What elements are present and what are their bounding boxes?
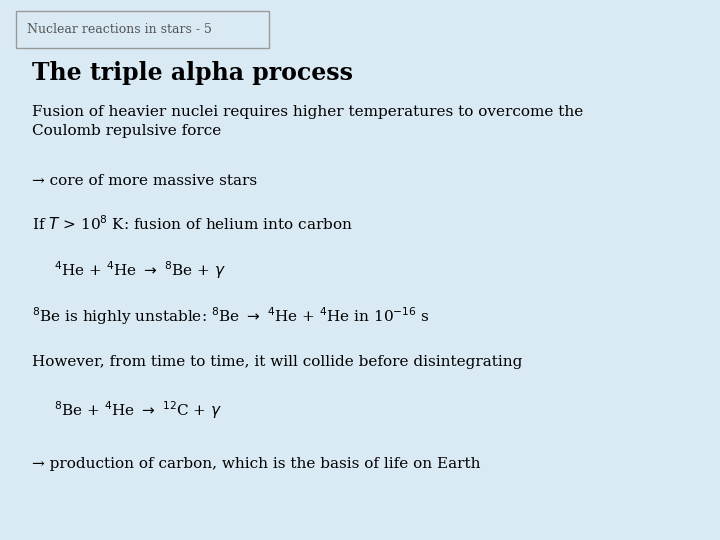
Text: $^{4}$He + $^{4}$He $\rightarrow$ $^{8}$Be + $\gamma$: $^{4}$He + $^{4}$He $\rightarrow$ $^{8}$… [54, 259, 226, 281]
Text: The triple alpha process: The triple alpha process [32, 61, 354, 85]
FancyBboxPatch shape [16, 11, 269, 48]
Text: $^{8}$Be + $^{4}$He $\rightarrow$ $^{12}$C + $\gamma$: $^{8}$Be + $^{4}$He $\rightarrow$ $^{12}… [54, 400, 222, 421]
Text: → core of more massive stars: → core of more massive stars [32, 174, 258, 188]
Text: $^{8}$Be is highly unstable: $^{8}$Be $\rightarrow$ $^{4}$He + $^{4}$He in 10$^{: $^{8}$Be is highly unstable: $^{8}$Be $\… [32, 305, 430, 327]
Text: If $T$ > 10$^{8}$ K: fusion of helium into carbon: If $T$ > 10$^{8}$ K: fusion of helium in… [32, 215, 354, 233]
Text: → production of carbon, which is the basis of life on Earth: → production of carbon, which is the bas… [32, 457, 481, 471]
Text: However, from time to time, it will collide before disintegrating: However, from time to time, it will coll… [32, 355, 523, 369]
Text: Nuclear reactions in stars - 5: Nuclear reactions in stars - 5 [27, 23, 212, 36]
Text: Fusion of heavier nuclei requires higher temperatures to overcome the
Coulomb re: Fusion of heavier nuclei requires higher… [32, 105, 584, 138]
